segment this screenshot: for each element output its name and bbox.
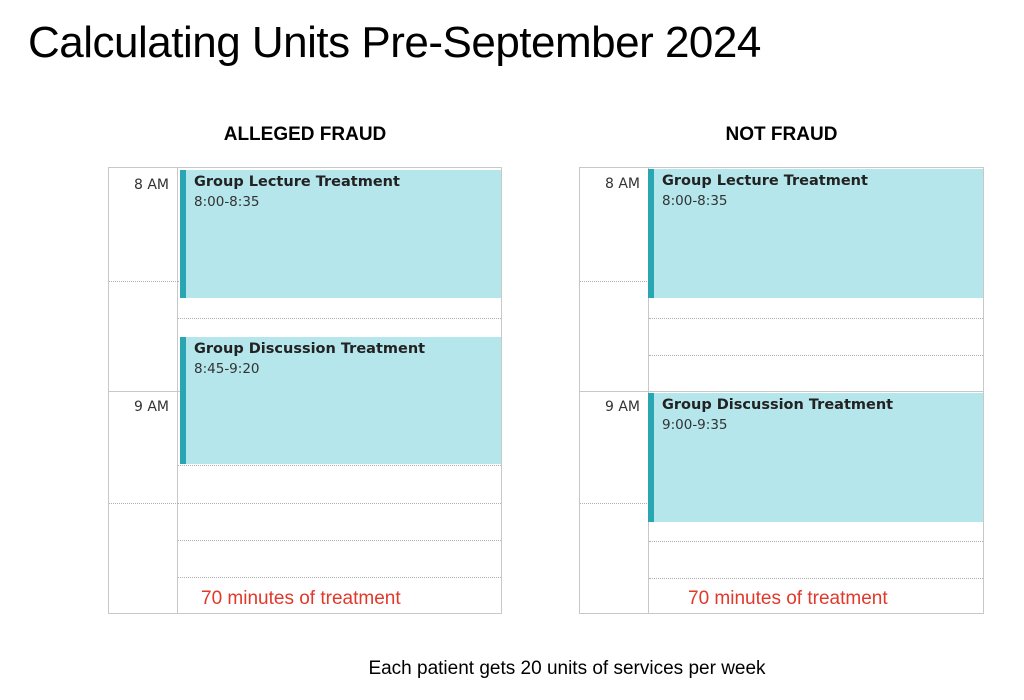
minutes-note: 70 minutes of treatment <box>688 588 888 609</box>
hour-line <box>109 391 178 392</box>
grid-line <box>649 355 983 356</box>
minutes-note: 70 minutes of treatment <box>201 588 401 609</box>
footer-note: Each patient gets 20 units of services p… <box>368 658 766 679</box>
half-hour-line <box>109 281 178 282</box>
event-title: Group Discussion Treatment <box>194 341 426 357</box>
grid-line <box>649 541 983 542</box>
time-label-9am: 9 AM <box>604 399 640 415</box>
grid-line <box>649 391 983 392</box>
calendar-not-fraud: 8 AM 9 AM Group Lecture Treatment 8:00-8… <box>579 167 984 614</box>
event-group-lecture[interactable]: Group Lecture Treatment 8:00-8:35 <box>648 169 983 298</box>
event-group-lecture[interactable]: Group Lecture Treatment 8:00-8:35 <box>180 170 501 298</box>
event-time: 8:00-8:35 <box>662 193 728 209</box>
time-label-8am: 8 AM <box>604 176 640 192</box>
panel-heading-not-fraud: NOT FRAUD <box>725 124 838 145</box>
grid-line <box>178 503 501 504</box>
event-title: Group Discussion Treatment <box>662 397 894 413</box>
event-group-discussion[interactable]: Group Discussion Treatment 9:00-9:35 <box>648 393 983 522</box>
event-time: 8:45-9:20 <box>194 361 260 377</box>
event-time: 8:00-8:35 <box>194 194 260 210</box>
grid-line <box>178 577 501 578</box>
grid-line <box>178 318 501 319</box>
half-hour-line <box>109 503 178 504</box>
hour-line <box>580 391 649 392</box>
grid-line <box>649 578 983 579</box>
event-group-discussion[interactable]: Group Discussion Treatment 8:45-9:20 <box>180 337 501 464</box>
event-title: Group Lecture Treatment <box>194 174 400 190</box>
event-title: Group Lecture Treatment <box>662 173 868 189</box>
half-hour-line <box>580 503 649 504</box>
half-hour-line <box>580 281 649 282</box>
time-column: 8 AM 9 AM <box>580 168 649 613</box>
grid-line <box>178 465 501 466</box>
page-title: Calculating Units Pre-September 2024 <box>28 18 761 67</box>
event-time: 9:00-9:35 <box>662 417 728 433</box>
time-column: 8 AM 9 AM <box>109 168 178 613</box>
time-label-9am: 9 AM <box>133 399 169 415</box>
panel-heading-alleged-fraud: ALLEGED FRAUD <box>223 124 387 145</box>
time-label-8am: 8 AM <box>133 177 169 193</box>
grid-line <box>649 318 983 319</box>
grid-line <box>178 540 501 541</box>
calendar-alleged-fraud: 8 AM 9 AM Group Lecture Treatment 8:00-8… <box>108 167 502 614</box>
